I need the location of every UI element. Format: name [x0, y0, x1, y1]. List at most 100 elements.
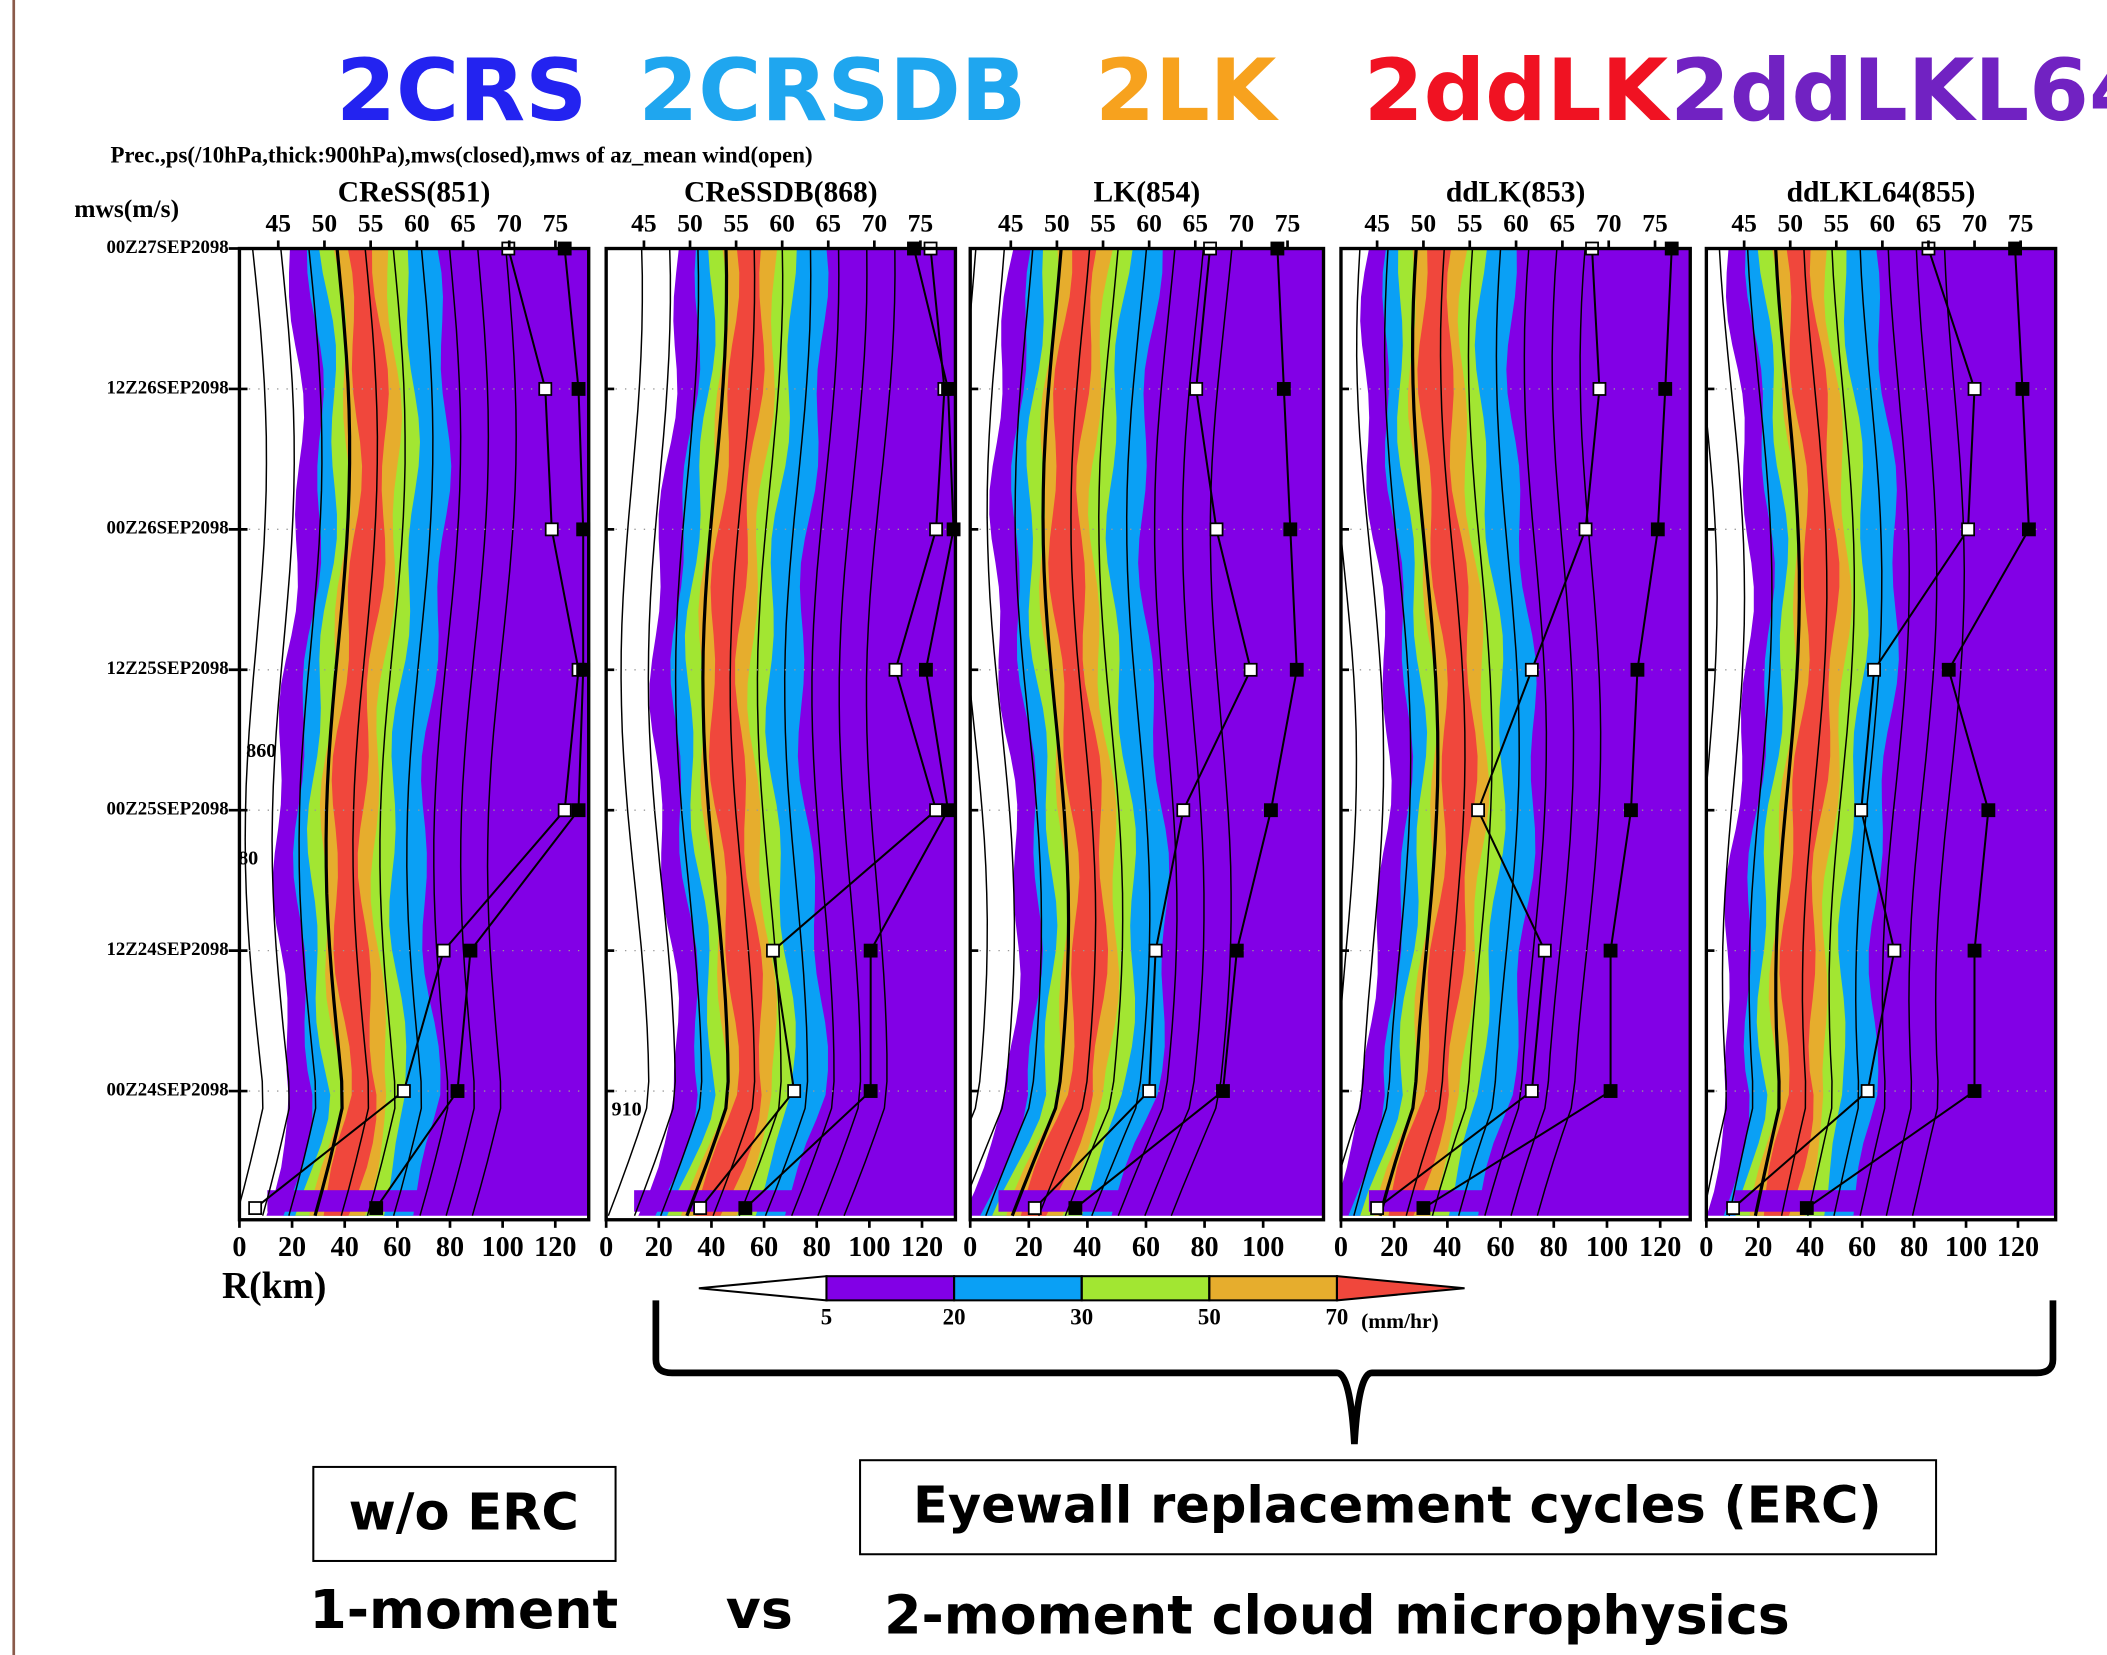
colorbar-segment — [1209, 1276, 1337, 1300]
mws-marker — [546, 523, 558, 535]
model-label: 2ddLK — [1364, 41, 1672, 141]
x-tick-label: 120 — [534, 1232, 576, 1263]
x-tick-label: 40 — [331, 1232, 359, 1263]
mws-marker — [739, 1202, 751, 1214]
x-tick-label: 120 — [1997, 1232, 2039, 1263]
x2-tick-label: 65 — [1183, 209, 1209, 238]
pressure-contour — [608, 249, 648, 1216]
y-tick-label: 12Z24SEP2098 — [106, 939, 228, 960]
x-tick-label: 40 — [697, 1232, 725, 1263]
mws-marker — [930, 523, 942, 535]
x2-tick-label: 45 — [1364, 209, 1390, 238]
mws-marker — [865, 945, 877, 957]
x2-tick-label: 65 — [450, 209, 476, 238]
x-tick-label: 20 — [645, 1232, 673, 1263]
mws-marker — [942, 383, 954, 395]
mws-marker — [1888, 945, 1900, 957]
colorbar-label: 30 — [1070, 1304, 1093, 1329]
mws-marker — [1855, 804, 1867, 816]
mws-marker — [1245, 664, 1257, 676]
x2-tick-label: 70 — [496, 209, 522, 238]
mws-marker — [572, 383, 584, 395]
x2-tick-label: 60 — [1136, 209, 1162, 238]
mws-marker — [1150, 945, 1162, 957]
x2-tick-label: 70 — [1962, 209, 1988, 238]
y-tick-label: 00Z26SEP2098 — [106, 518, 228, 539]
x2-tick-label: 55 — [358, 209, 384, 238]
mws-marker — [1217, 1085, 1229, 1097]
x-tick-label: 0 — [963, 1232, 977, 1263]
colorbar-segment — [1337, 1276, 1465, 1300]
mws-marker — [1862, 1085, 1874, 1097]
mws-marker — [1943, 664, 1955, 676]
figure: 2CRS2CRSDB2LK2ddLK2ddLKL64 Prec.,ps(/10h… — [0, 0, 2107, 1655]
x2-tick-label: 45 — [998, 209, 1024, 238]
annotation: Eyewall replacement cycles (ERC) — [913, 1477, 1882, 1536]
x-tick-label: 0 — [599, 1232, 613, 1263]
contour-label: 80 — [238, 847, 258, 869]
annotation: 1-moment — [309, 1578, 618, 1641]
mws-marker — [1605, 1085, 1617, 1097]
subtitle: Prec.,ps(/10hPa,thick:900hPa),mws(closed… — [110, 142, 812, 167]
x-tick-label: 80 — [436, 1232, 464, 1263]
mws-marker — [1539, 945, 1551, 957]
colorbar-label: 20 — [943, 1304, 966, 1329]
mws-marker — [889, 664, 901, 676]
mws-marker — [1652, 523, 1664, 535]
x2-tick-label: 50 — [312, 209, 338, 238]
mws-marker — [1177, 804, 1189, 816]
x-tick-label: 100 — [481, 1232, 523, 1263]
mws-marker — [559, 804, 571, 816]
precip-field — [1677, 249, 2107, 1216]
mws-marker — [1580, 523, 1592, 535]
mws-marker — [1727, 1202, 1739, 1214]
precip-band — [1369, 1190, 1683, 1211]
model-labels: 2CRS2CRSDB2LK2ddLK2ddLKL64 — [336, 41, 2107, 141]
x-tick-label: 60 — [1132, 1232, 1160, 1263]
mws-marker — [767, 945, 779, 957]
mws-marker — [1417, 1202, 1429, 1214]
mws-marker — [1526, 664, 1538, 676]
mws-marker — [1631, 664, 1643, 676]
colorbar-label: 70 — [1326, 1304, 1349, 1329]
contour-label: 910 — [612, 1099, 642, 1121]
x2-tick-label: 45 — [1731, 209, 1757, 238]
colorbar-label: 50 — [1198, 1304, 1221, 1329]
annotation: vs — [726, 1578, 793, 1641]
x-tick-label: 100 — [848, 1232, 890, 1263]
mws-marker — [398, 1085, 410, 1097]
mws-marker — [694, 1202, 706, 1214]
colorbar-segment — [954, 1276, 1082, 1300]
colorbar-segment — [1082, 1276, 1210, 1300]
mws-marker — [1526, 1085, 1538, 1097]
x2-tick-label: 75 — [543, 209, 569, 238]
panel-title: CReSSDB(868) — [684, 177, 878, 209]
colorbar-segment — [699, 1276, 827, 1300]
page: 2CRS2CRSDB2LK2ddLK2ddLKL64 Prec.,ps(/10h… — [0, 0, 2107, 1655]
x-tick-label: 60 — [1848, 1232, 1876, 1263]
x-tick-label: 60 — [750, 1232, 778, 1263]
mws-marker — [1278, 383, 1290, 395]
mws-marker — [2016, 383, 2028, 395]
x2-tick-label: 50 — [1044, 209, 1070, 238]
x2-tick-label: 60 — [1870, 209, 1896, 238]
model-label: 2CRSDB — [638, 41, 1026, 141]
x2-tick-label: 55 — [1090, 209, 1116, 238]
x-tick-label: 40 — [1796, 1232, 1824, 1263]
mws-marker — [451, 1085, 463, 1097]
x-tick-label: 80 — [1540, 1232, 1568, 1263]
x-tick-label: 0 — [232, 1232, 246, 1263]
x-tick-label: 60 — [1486, 1232, 1514, 1263]
mws-marker — [942, 804, 954, 816]
x2-tick-label: 65 — [1916, 209, 1942, 238]
mws-marker — [1143, 1085, 1155, 1097]
mws-marker — [1593, 383, 1605, 395]
mws-marker — [1968, 383, 1980, 395]
x2-tick-label: 45 — [631, 209, 657, 238]
y-tick-label: 00Z24SEP2098 — [106, 1079, 228, 1100]
mws-marker — [948, 523, 960, 535]
mws-marker — [1231, 945, 1243, 957]
mws-marker — [1265, 804, 1277, 816]
x-tick-label: 60 — [383, 1232, 411, 1263]
x-tick-label: 80 — [1900, 1232, 1928, 1263]
